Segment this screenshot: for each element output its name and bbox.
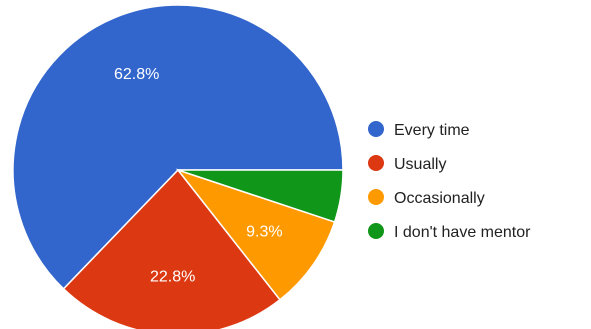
legend-marker [368,155,384,171]
pie-slice-labels: 62.8% 22.8% 9.3% [114,66,283,286]
legend-label: Every time [394,122,470,139]
pie-slice-occasionally [175,168,336,301]
pie-slices [12,4,344,329]
slice-percent-label: 62.8% [114,66,159,83]
legend-label: Usually [394,156,446,173]
slice-percent-label: 22.8% [150,268,195,285]
legend-marker [368,223,384,239]
legend-marker [368,121,384,137]
slice-percent-label: 9.3% [246,224,282,241]
pie-slice-i-don-t-have-mentor [177,169,344,223]
legend-label: Occasionally [394,190,485,207]
chart-legend: Every time Usually Occasionally I don't hav… [368,121,531,241]
legend-marker [368,189,384,205]
pie-slice-usually [62,168,282,329]
pie-slice-every-time [12,4,344,290]
legend-label: I don't have mentor [394,224,531,241]
